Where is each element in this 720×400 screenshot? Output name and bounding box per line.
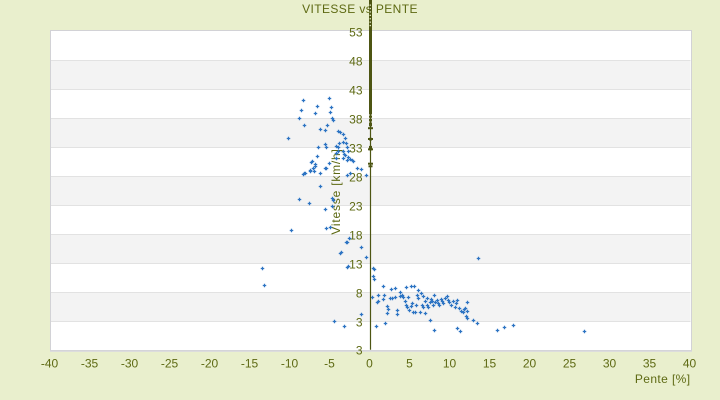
svg-text:0: 0 <box>366 357 373 371</box>
svg-text:-35: -35 <box>81 357 99 371</box>
svg-text:18: 18 <box>349 228 363 242</box>
svg-text:-5: -5 <box>324 357 335 371</box>
svg-text:Vitesse [km/h]: Vitesse [km/h] <box>329 148 343 234</box>
svg-text:15: 15 <box>483 357 497 371</box>
svg-text:VITESSE vs PENTE: VITESSE vs PENTE <box>302 2 418 16</box>
svg-text:3: 3 <box>356 315 363 329</box>
svg-text:53: 53 <box>349 25 363 39</box>
svg-text:-40: -40 <box>41 357 59 371</box>
svg-text:23: 23 <box>349 199 363 213</box>
svg-text:33: 33 <box>349 141 363 155</box>
svg-text:3: 3 <box>356 344 363 358</box>
svg-text:43: 43 <box>349 83 363 97</box>
svg-text:8: 8 <box>356 286 363 300</box>
svg-text:-25: -25 <box>161 357 179 371</box>
svg-text:35: 35 <box>643 357 657 371</box>
svg-text:13: 13 <box>349 257 363 271</box>
svg-text:48: 48 <box>349 54 363 68</box>
svg-text:-30: -30 <box>121 357 139 371</box>
svg-text:-10: -10 <box>281 357 299 371</box>
svg-text:30: 30 <box>603 357 617 371</box>
svg-text:10: 10 <box>443 357 457 371</box>
svg-text:Pente [%]: Pente [%] <box>635 372 691 386</box>
svg-text:38: 38 <box>349 112 363 126</box>
svg-text:20: 20 <box>523 357 537 371</box>
svg-text:-15: -15 <box>241 357 259 371</box>
svg-text:-20: -20 <box>201 357 219 371</box>
svg-text:25: 25 <box>563 357 577 371</box>
svg-text:5: 5 <box>406 357 413 371</box>
svg-text:40: 40 <box>683 357 697 371</box>
svg-text:28: 28 <box>349 170 363 184</box>
